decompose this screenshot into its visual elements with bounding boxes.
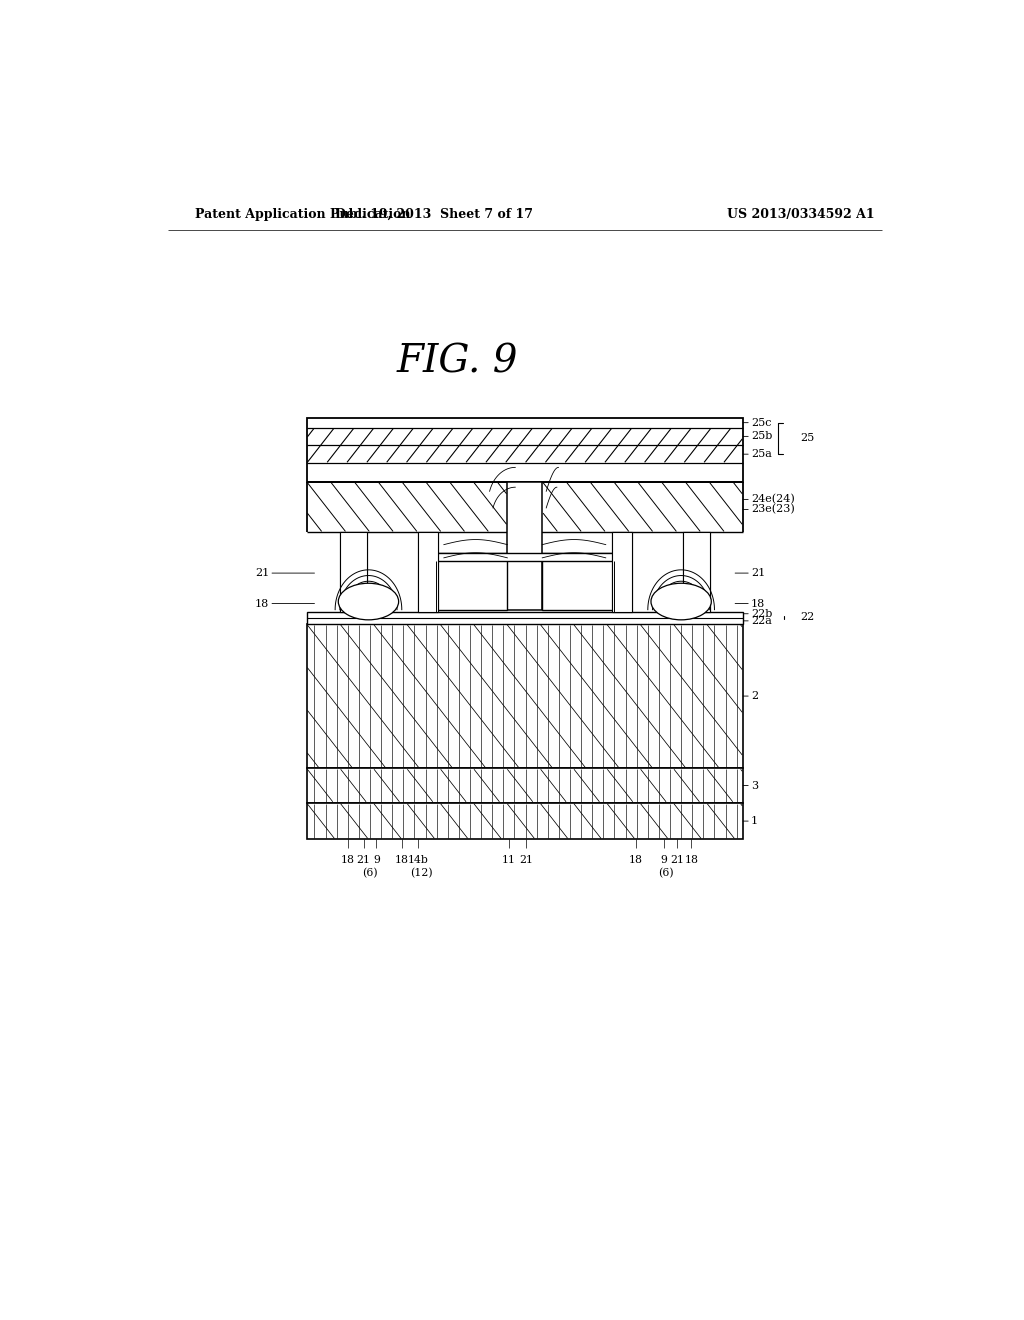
- Text: 11: 11: [502, 855, 516, 865]
- Text: 23e(23): 23e(23): [743, 504, 795, 515]
- Text: Dec. 19, 2013  Sheet 7 of 17: Dec. 19, 2013 Sheet 7 of 17: [335, 207, 532, 220]
- Bar: [683, 532, 710, 611]
- Bar: [612, 532, 632, 611]
- Text: 24e(24): 24e(24): [743, 494, 795, 504]
- Text: 1: 1: [743, 816, 758, 826]
- Text: 14b: 14b: [408, 855, 428, 865]
- Text: 21: 21: [519, 855, 534, 865]
- Text: (6): (6): [658, 867, 674, 878]
- Text: 21: 21: [255, 568, 314, 578]
- Bar: [507, 482, 543, 610]
- Text: 21: 21: [670, 855, 684, 865]
- Bar: [418, 532, 437, 611]
- Text: 3: 3: [743, 780, 758, 791]
- Bar: [306, 768, 743, 803]
- Bar: [306, 482, 743, 532]
- Bar: [340, 532, 367, 611]
- Bar: [306, 803, 743, 840]
- Text: 21: 21: [735, 568, 765, 578]
- Text: 18: 18: [395, 855, 409, 865]
- Text: 25a: 25a: [743, 449, 772, 459]
- Text: US 2013/0334592 A1: US 2013/0334592 A1: [727, 207, 874, 220]
- Bar: [418, 532, 437, 611]
- Text: 22a: 22a: [743, 616, 772, 626]
- Bar: [422, 553, 628, 561]
- Text: (6): (6): [362, 867, 378, 878]
- Text: 18: 18: [255, 598, 314, 609]
- Text: 9: 9: [660, 855, 667, 865]
- Text: Patent Application Publication: Patent Application Publication: [196, 207, 411, 220]
- Text: (12): (12): [411, 867, 433, 878]
- Bar: [683, 532, 710, 611]
- Text: 25b: 25b: [743, 432, 772, 441]
- Text: 18: 18: [341, 855, 355, 865]
- Text: 25c: 25c: [743, 417, 771, 428]
- Text: 18: 18: [629, 855, 643, 865]
- Bar: [422, 553, 507, 610]
- Ellipse shape: [651, 583, 712, 620]
- Text: 22: 22: [800, 612, 814, 622]
- Bar: [306, 532, 743, 611]
- Text: FIG. 9: FIG. 9: [396, 343, 518, 380]
- Text: 18: 18: [735, 598, 765, 609]
- Text: 22b: 22b: [743, 609, 772, 619]
- Text: 2: 2: [743, 692, 758, 701]
- Bar: [306, 611, 743, 624]
- Text: 21: 21: [356, 855, 371, 865]
- Text: 9: 9: [373, 855, 380, 865]
- Bar: [612, 532, 632, 611]
- Bar: [306, 624, 743, 768]
- Text: 25: 25: [800, 433, 814, 444]
- Bar: [340, 532, 367, 611]
- Text: 18: 18: [684, 855, 698, 865]
- Ellipse shape: [338, 583, 398, 620]
- Bar: [543, 553, 628, 610]
- Bar: [306, 417, 743, 482]
